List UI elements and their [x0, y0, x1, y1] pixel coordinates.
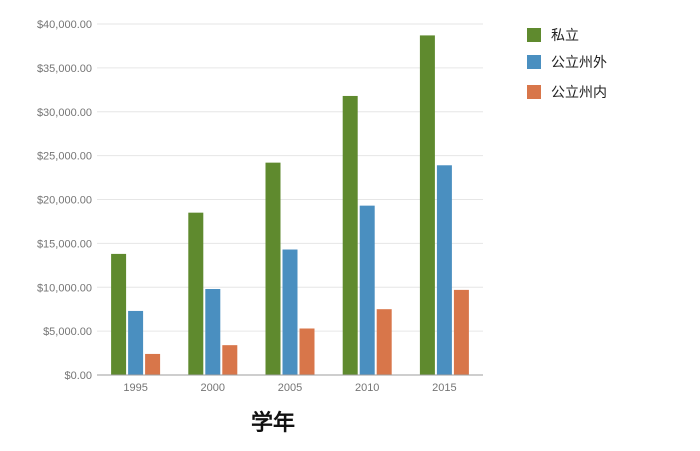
y-tick-label: $10,000.00 — [37, 282, 92, 294]
legend-swatch — [527, 28, 541, 42]
y-tick-label: $30,000.00 — [37, 107, 92, 119]
bar-2010-series-1 — [359, 205, 375, 375]
legend-label: 公立州内 — [551, 85, 607, 101]
bar-2015-series-0 — [419, 35, 435, 375]
y-tick-label: $40,000.00 — [37, 19, 92, 31]
y-tick-label: $20,000.00 — [37, 195, 92, 207]
bar-2015-series-1 — [436, 165, 452, 375]
bars — [111, 35, 469, 375]
x-axis-tick-labels: 1995 2000 2005 2010 2015 — [123, 382, 456, 394]
y-tick-label: $15,000.00 — [37, 238, 92, 250]
bar-2010-series-2 — [376, 309, 392, 375]
bar-2000-series-1 — [205, 289, 221, 375]
bar-1995-series-2 — [145, 353, 161, 375]
bar-2010-series-0 — [342, 95, 358, 375]
bar-1995-series-0 — [111, 253, 127, 375]
legend-swatch — [527, 55, 541, 69]
y-tick-label: $35,000.00 — [37, 63, 92, 75]
bar-2005-series-2 — [299, 328, 315, 375]
legend-swatch — [527, 85, 541, 99]
bar-1995-series-1 — [128, 310, 144, 375]
x-tick-label: 2000 — [201, 382, 225, 394]
legend-label: 公立州外 — [551, 55, 607, 71]
x-axis-title: 学年 — [251, 410, 295, 436]
bar-2005-series-1 — [282, 249, 298, 375]
y-tick-label: $5,000.00 — [43, 326, 92, 338]
x-tick-label: 1995 — [123, 382, 147, 394]
y-tick-label: $25,000.00 — [37, 151, 92, 163]
legend-label: 私立 — [551, 28, 579, 44]
grid-lines — [97, 23, 483, 332]
x-tick-label: 2010 — [355, 382, 379, 394]
x-tick-label: 2005 — [278, 382, 302, 394]
x-tick-label: 2015 — [432, 382, 456, 394]
bar-2000-series-0 — [188, 212, 204, 375]
bar-2000-series-2 — [222, 345, 238, 375]
y-axis-tick-labels: $0.00 $5,000.00 $10,000.00 $15,000.00 $20,00… — [37, 19, 92, 382]
y-tick-label: $0.00 — [64, 370, 92, 382]
bar-2005-series-0 — [265, 162, 281, 375]
bar-2015-series-2 — [453, 289, 469, 375]
